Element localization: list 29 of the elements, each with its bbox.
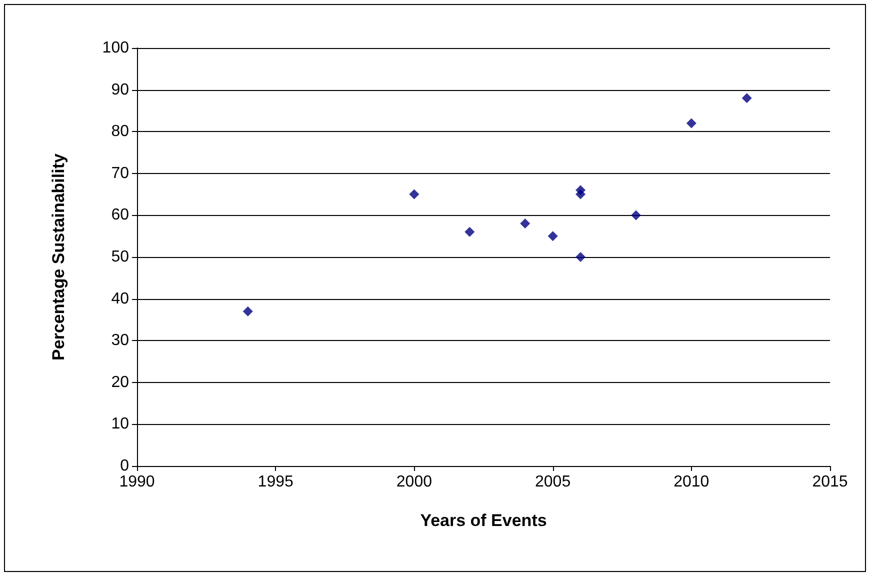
- y-tick-label: 40: [111, 290, 130, 308]
- x-tick-label: 2015: [812, 474, 848, 490]
- y-tick-label: 60: [111, 206, 130, 224]
- y-tick-label: 10: [111, 416, 130, 433]
- y-tick-label: 100: [102, 40, 130, 56]
- point: [742, 93, 752, 104]
- point: [242, 306, 253, 316]
- y-tick-label: 50: [111, 248, 130, 266]
- point: [686, 118, 696, 128]
- point: [464, 226, 475, 237]
- x-tick-label: 2010: [674, 474, 710, 490]
- y-tick-label: 80: [111, 123, 130, 140]
- point: [576, 189, 586, 200]
- point: [630, 210, 641, 220]
- y-axis-title: Percentage Sustainability: [49, 153, 68, 360]
- x-tick-label: 2000: [396, 474, 432, 490]
- x-tick-label: 2005: [535, 474, 571, 490]
- point: [548, 231, 558, 242]
- point: [409, 189, 420, 200]
- x-tick-label: 1990: [119, 474, 155, 490]
- point: [520, 218, 530, 229]
- point: [576, 252, 586, 262]
- y-tick-label: 0: [120, 458, 130, 474]
- x-axis-title: Years of Events: [420, 511, 547, 530]
- y-tick-label: 30: [111, 332, 130, 350]
- y-tick-label: 90: [111, 81, 130, 98]
- y-tick-label: 70: [111, 164, 130, 182]
- y-tick-label: 20: [111, 374, 130, 391]
- x-tick-label: 1995: [258, 474, 294, 490]
